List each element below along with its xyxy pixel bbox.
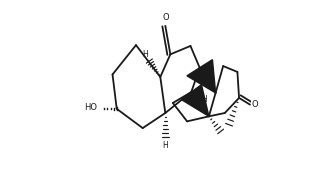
Text: H: H [162, 141, 168, 150]
Polygon shape [187, 60, 216, 93]
Text: H: H [142, 50, 148, 58]
Text: O: O [162, 14, 169, 22]
Text: O: O [251, 100, 258, 109]
Text: H: H [201, 95, 207, 104]
Text: HO: HO [85, 103, 98, 112]
Polygon shape [181, 85, 209, 116]
